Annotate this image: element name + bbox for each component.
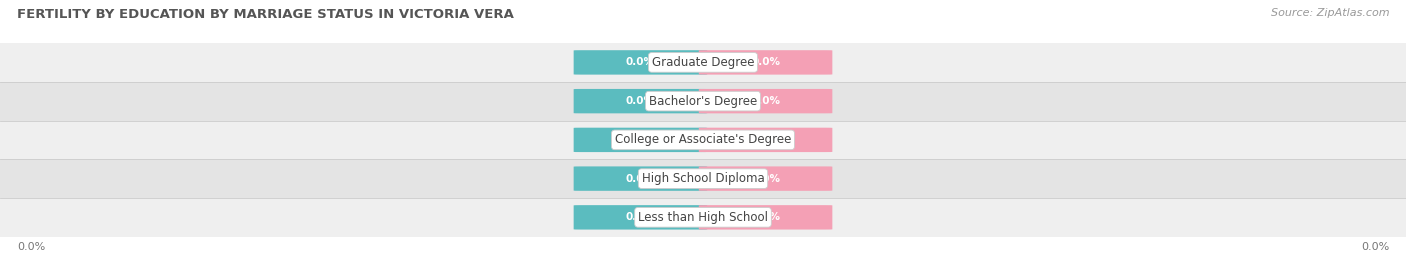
FancyBboxPatch shape — [574, 89, 707, 113]
Text: 0.0%: 0.0% — [1361, 242, 1389, 252]
Text: High School Diploma: High School Diploma — [641, 172, 765, 185]
Bar — [0, 159, 1406, 198]
FancyBboxPatch shape — [574, 50, 707, 75]
Text: Source: ZipAtlas.com: Source: ZipAtlas.com — [1271, 8, 1389, 18]
FancyBboxPatch shape — [699, 128, 832, 152]
Text: Less than High School: Less than High School — [638, 211, 768, 224]
FancyBboxPatch shape — [574, 167, 707, 191]
Text: 0.0%: 0.0% — [17, 242, 45, 252]
Text: Bachelor's Degree: Bachelor's Degree — [650, 95, 756, 108]
Text: 0.0%: 0.0% — [626, 135, 655, 145]
Text: 0.0%: 0.0% — [626, 96, 655, 106]
Bar — [0, 198, 1406, 237]
Text: 0.0%: 0.0% — [626, 212, 655, 222]
FancyBboxPatch shape — [699, 205, 832, 229]
Text: 0.0%: 0.0% — [751, 174, 780, 184]
FancyBboxPatch shape — [699, 89, 832, 113]
FancyBboxPatch shape — [574, 128, 707, 152]
FancyBboxPatch shape — [699, 167, 832, 191]
Text: 0.0%: 0.0% — [626, 174, 655, 184]
Text: FERTILITY BY EDUCATION BY MARRIAGE STATUS IN VICTORIA VERA: FERTILITY BY EDUCATION BY MARRIAGE STATU… — [17, 8, 513, 21]
Text: 0.0%: 0.0% — [751, 135, 780, 145]
Text: 0.0%: 0.0% — [751, 96, 780, 106]
Text: College or Associate's Degree: College or Associate's Degree — [614, 133, 792, 146]
Bar — [0, 82, 1406, 121]
FancyBboxPatch shape — [574, 205, 707, 229]
Bar — [0, 121, 1406, 159]
Text: 0.0%: 0.0% — [751, 212, 780, 222]
FancyBboxPatch shape — [699, 50, 832, 75]
Bar — [0, 43, 1406, 82]
Text: 0.0%: 0.0% — [751, 57, 780, 68]
Text: 0.0%: 0.0% — [626, 57, 655, 68]
Text: Graduate Degree: Graduate Degree — [652, 56, 754, 69]
